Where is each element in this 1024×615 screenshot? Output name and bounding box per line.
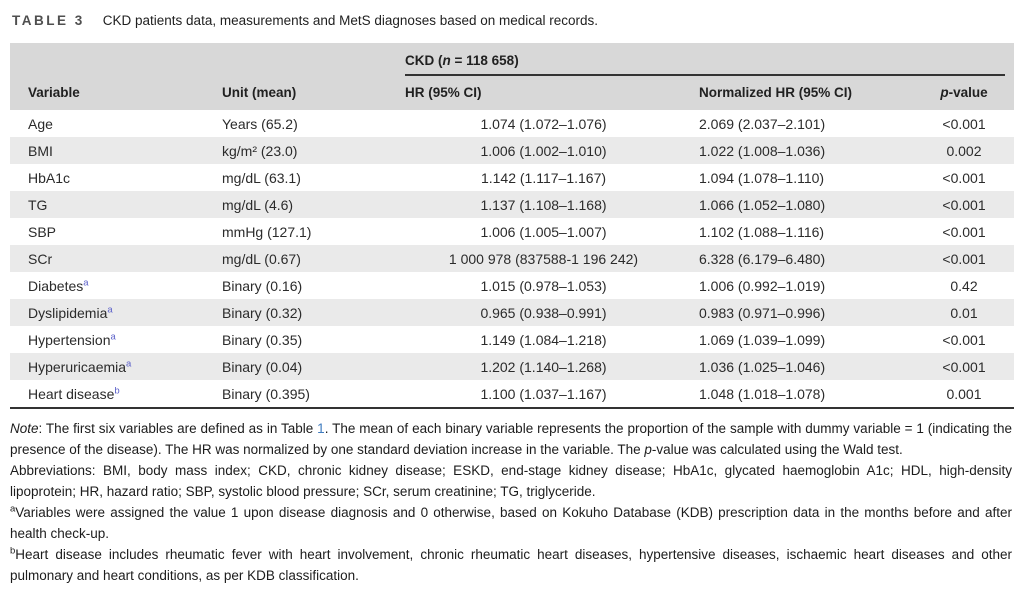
cell-unit-mean: Years (65.2): [222, 115, 298, 132]
cell-p-value: 0.01: [922, 299, 1014, 326]
cell-variable: Hyperuricaemiaa: [10, 353, 222, 380]
cell-hr-ci: 1.015 (0.978–1.053): [480, 277, 607, 294]
table-1-reference-link[interactable]: 1: [317, 421, 325, 436]
table-row: Dyslipidemiaa Binary (0.32) 0.965 (0.938–0…: [10, 299, 1014, 326]
cell-unit-mean: mg/dL (63.1): [222, 169, 301, 186]
cell-p-value: 0.001: [946, 385, 982, 402]
cell-p-value: <0.001: [922, 191, 1014, 218]
footnote-marker-link[interactable]: a: [107, 303, 113, 315]
cell-normalized-hr-ci: 1.102 (1.088–1.116): [699, 223, 825, 240]
cell-p-value: 0.42: [950, 277, 978, 294]
cell-variable: HbA1c: [28, 169, 71, 186]
col-header-p-value: p-value: [922, 76, 1014, 110]
table-body: Age Years (65.2) 1.074 (1.072–1.076) 2.069 …: [10, 110, 1014, 408]
cell-hr-ci: 1.006 (1.005–1.007): [480, 223, 607, 240]
cell-variable: SCr: [10, 245, 222, 272]
cell-p-value: <0.001: [942, 223, 986, 240]
note-paragraph: bHeart disease includes rheumatic fever …: [10, 545, 1012, 583]
table-row: TG mg/dL (4.6) 1.137 (1.108–1.168) 1.066 (1…: [10, 191, 1014, 218]
table-row: SCr mg/dL (0.67) 1 000 978 (837588-1 196 2…: [10, 245, 1014, 272]
cell-normalized-hr-ci: 1.048 (1.018–1.078): [699, 385, 826, 402]
cell-unit-mean: mmHg (127.1): [222, 223, 312, 240]
cell-normalized-hr-ci: 1.006 (0.992–1.019): [699, 277, 826, 294]
table-row: SBP mmHg (127.1) 1.006 (1.005–1.007) 1.102 …: [10, 218, 1014, 245]
column-header-row: Variable Unit (mean) HR (95% CI) Normali…: [10, 76, 1014, 110]
table-row: HbA1c mg/dL (63.1) 1.142 (1.117–1.167) 1.09…: [10, 164, 1014, 191]
table-row: Diabetesa Binary (0.16) 1.015 (0.978–1.053…: [10, 272, 1014, 299]
table-caption: CKD patients data, measurements and MetS…: [102, 13, 599, 28]
note-paragraph: aVariables were assigned the value 1 upo…: [10, 503, 1012, 541]
cell-hr-ci: 1.074 (1.072–1.076): [480, 115, 607, 132]
cell-unit-mean: Binary (0.35): [222, 331, 303, 348]
cell-unit-mean: Binary (0.32): [222, 299, 400, 326]
table-row: Age Years (65.2) 1.074 (1.072–1.076) 2.069 …: [10, 110, 1014, 137]
cell-unit-mean: kg/m² (23.0): [222, 137, 400, 164]
cell-p-value: 0.002: [922, 137, 1014, 164]
table-row: Hyperuricaemiaa Binary (0.04) 1.202 (1.140…: [10, 353, 1014, 380]
cell-hr-ci: 1.006 (1.002–1.010): [400, 137, 687, 164]
footnote-marker: a: [10, 503, 16, 515]
table-label: TABLE 3: [12, 13, 85, 28]
cell-normalized-hr-ci: 1.066 (1.052–1.080): [687, 191, 922, 218]
cell-variable: BMI: [10, 137, 222, 164]
cell-variable: Heart diseaseb: [28, 384, 120, 402]
cell-p-value: <0.001: [942, 115, 986, 132]
footnote-marker-link[interactable]: a: [110, 330, 116, 342]
table-row: Heart diseaseb Binary (0.395) 1.100 (1.037…: [10, 380, 1014, 408]
cell-variable: SBP: [28, 223, 57, 240]
footnote-marker: b: [10, 545, 16, 557]
group-header-cell: CKD (n = 118 658): [400, 43, 1014, 76]
cell-unit-mean: mg/dL (0.67): [222, 245, 400, 272]
cell-normalized-hr-ci: 1.036 (1.025–1.046): [687, 353, 922, 380]
cell-hr-ci: 1.137 (1.108–1.168): [400, 191, 687, 218]
col-header-variable: Variable: [10, 76, 222, 110]
cell-normalized-hr-ci: 1.094 (1.078–1.110): [699, 169, 825, 186]
cell-hr-ci: 1.100 (1.037–1.167): [480, 385, 607, 402]
cell-normalized-hr-ci: 1.022 (1.008–1.036): [687, 137, 922, 164]
cell-hr-ci: 1.142 (1.117–1.167): [480, 169, 607, 186]
col-header-normalized-hr-ci: Normalized HR (95% CI): [687, 76, 922, 110]
note-paragraph: Abbreviations: BMI, body mass index; CKD…: [10, 463, 1012, 499]
cell-hr-ci: 0.965 (0.938–0.991): [400, 299, 687, 326]
cell-p-value: <0.001: [922, 353, 1014, 380]
cell-variable: Diabetesa: [28, 276, 89, 294]
group-header-ckd-n: CKD (n = 118 658): [405, 43, 1005, 76]
cell-variable: Dyslipidemiaa: [10, 299, 222, 326]
cell-variable: Age: [28, 115, 53, 132]
group-header-spacer: [10, 43, 400, 76]
cell-normalized-hr-ci: 0.983 (0.971–0.996): [687, 299, 922, 326]
cell-unit-mean: Binary (0.16): [222, 277, 303, 294]
table-row: BMI kg/m² (23.0) 1.006 (1.002–1.010) 1.022 …: [10, 137, 1014, 164]
cell-unit-mean: Binary (0.395): [222, 385, 310, 402]
cell-p-value: <0.001: [922, 245, 1014, 272]
cell-variable: TG: [10, 191, 222, 218]
table-caption-row: TABLE 3 CKD patients data, measurements …: [10, 13, 1014, 28]
note-paragraph: Note: The first six variables are define…: [10, 421, 1013, 457]
cell-unit-mean: mg/dL (4.6): [222, 191, 400, 218]
cell-hr-ci: 1.149 (1.084–1.218): [480, 331, 607, 348]
cell-normalized-hr-ci: 2.069 (2.037–2.101): [699, 115, 826, 132]
cell-hr-ci: 1 000 978 (837588-1 196 242): [400, 245, 687, 272]
footnote-marker-link[interactable]: a: [126, 357, 132, 369]
paper-table-figure: TABLE 3 CKD patients data, measurements …: [10, 13, 1014, 586]
footnote-marker-link[interactable]: a: [83, 276, 89, 288]
group-header-row: CKD (n = 118 658): [10, 43, 1014, 76]
cell-normalized-hr-ci: 1.069 (1.039–1.099): [699, 331, 826, 348]
table-notes: Note: The first six variables are define…: [10, 418, 1014, 586]
col-header-hr-ci: HR (95% CI): [400, 76, 687, 110]
cell-unit-mean: Binary (0.04): [222, 353, 400, 380]
cell-variable: Hypertensiona: [28, 330, 116, 348]
footnote-marker-link[interactable]: b: [114, 384, 120, 396]
cell-p-value: <0.001: [942, 169, 986, 186]
cell-hr-ci: 1.202 (1.140–1.268): [400, 353, 687, 380]
col-header-unit-mean: Unit (mean): [222, 76, 400, 110]
cell-normalized-hr-ci: 6.328 (6.179–6.480): [687, 245, 922, 272]
table-row: Hypertensiona Binary (0.35) 1.149 (1.084–1…: [10, 326, 1014, 353]
cell-p-value: <0.001: [942, 331, 986, 348]
ckd-data-table: CKD (n = 118 658) Variable Unit (mean) H…: [10, 43, 1014, 409]
